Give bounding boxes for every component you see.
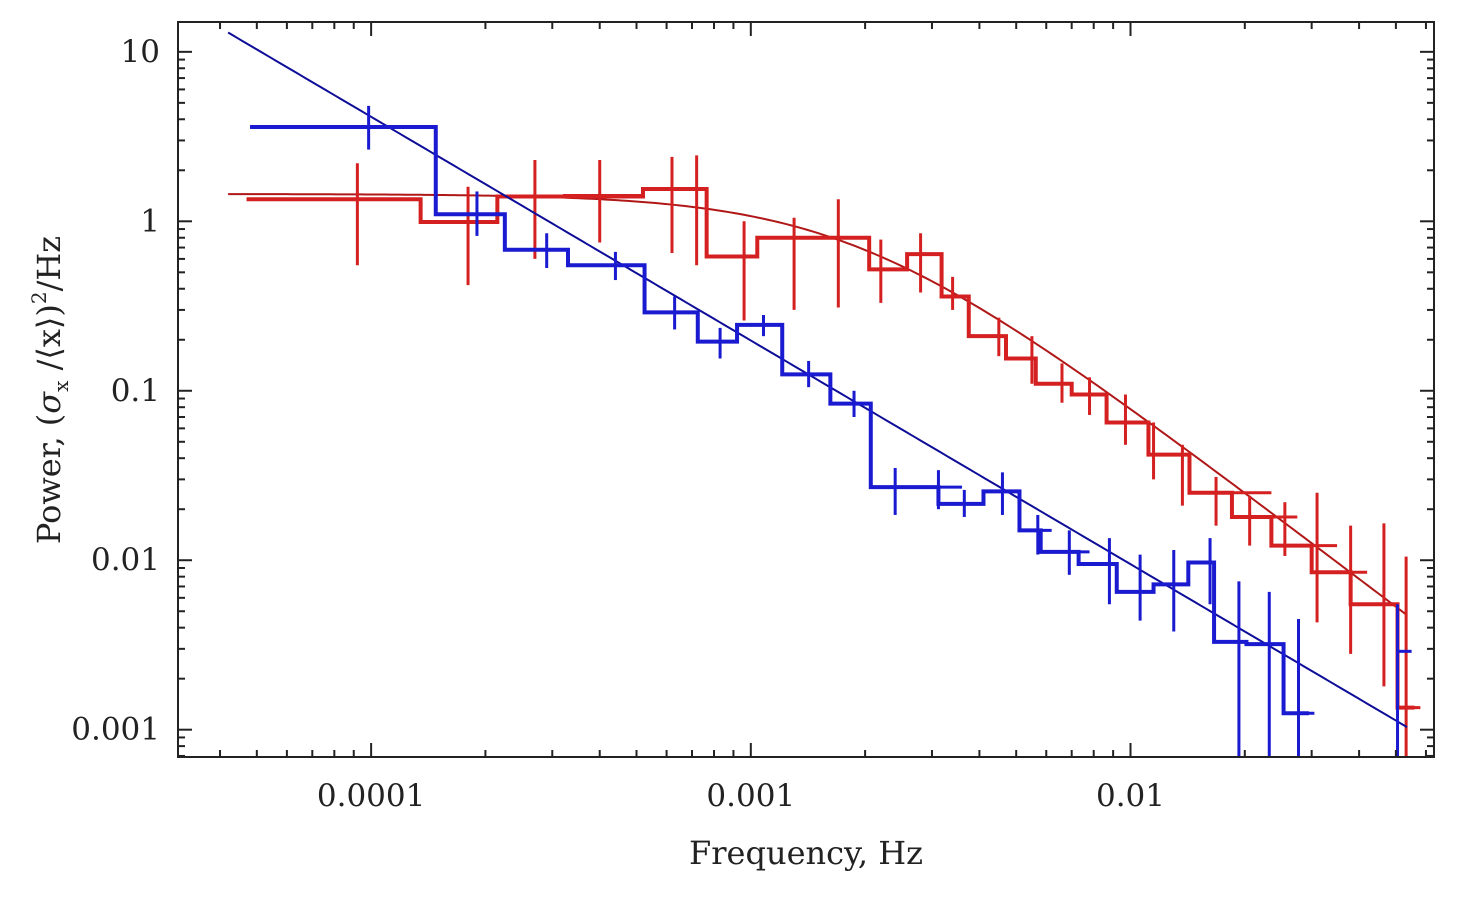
blue-model-curve: [227, 31, 1408, 728]
red-error-bars: [246, 155, 1421, 757]
y-tick-labels: 10 1 0.1 0.01 0.001: [71, 34, 160, 748]
axis-ticks: [178, 22, 1434, 757]
red-series-group: [228, 155, 1421, 757]
blue-error-bars: [250, 105, 1412, 756]
y-tick-label: 1: [140, 203, 160, 239]
x-axis-title: Frequency, Hz: [689, 834, 923, 872]
plot-frame: [177, 21, 1435, 758]
blue-step-line: [250, 125, 1309, 716]
x-tick-labels: 0.0001 0.001 0.01: [317, 778, 1165, 814]
blue-step-histogram: [250, 125, 1309, 716]
y-tick-label: 0.001: [71, 712, 160, 748]
red-model-curve: [228, 193, 1408, 616]
plot-area: [227, 31, 1421, 757]
x-tick-label: 0.0001: [317, 778, 425, 814]
y-axis-title: Power, (σx /⟨x⟩)2/Hz: [27, 236, 73, 544]
blue-series-group: [227, 31, 1412, 756]
y-tick-label: 0.1: [111, 373, 160, 409]
y-tick-label: 10: [121, 34, 160, 70]
y-tick-label: 0.01: [91, 542, 160, 578]
x-tick-label: 0.001: [706, 778, 795, 814]
x-tick-label: 0.01: [1096, 778, 1165, 814]
